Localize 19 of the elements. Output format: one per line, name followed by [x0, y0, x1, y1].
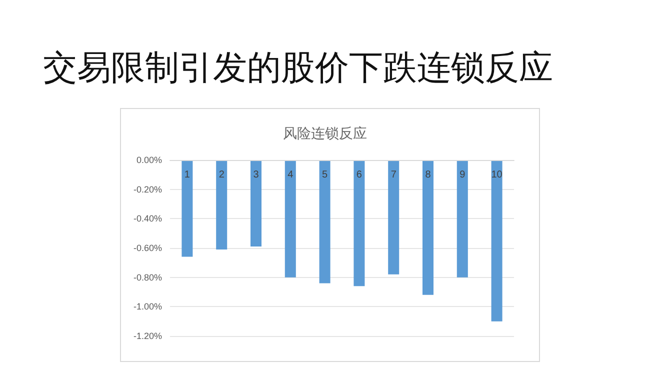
y-tick-label: 0.00%	[136, 155, 162, 165]
x-tick-label: 2	[218, 170, 225, 180]
chart-title: 交易限制引发的股价下跌连锁反应	[43, 48, 553, 88]
y-tick-label: -0.40%	[133, 214, 162, 224]
x-tick-label: 1	[184, 170, 190, 180]
x-tick-label: 9	[460, 170, 466, 180]
x-tick-label: 6	[356, 170, 362, 180]
x-tick-label: 7	[390, 170, 397, 180]
x-tick-label: 10	[491, 170, 503, 180]
x-tick-label: 3	[253, 170, 260, 180]
y-tick-label: -0.80%	[133, 272, 162, 282]
x-tick-label: 8	[425, 170, 432, 180]
y-tick-label: -1.00%	[133, 302, 162, 312]
y-tick-label: -1.20%	[133, 331, 162, 341]
x-tick-label: 5	[322, 170, 328, 180]
y-tick-label: -0.60%	[133, 243, 162, 253]
chart-subtitle: 风险连锁反应	[283, 126, 367, 142]
y-tick-label: -0.20%	[133, 184, 162, 194]
x-tick-label: 4	[288, 170, 294, 180]
